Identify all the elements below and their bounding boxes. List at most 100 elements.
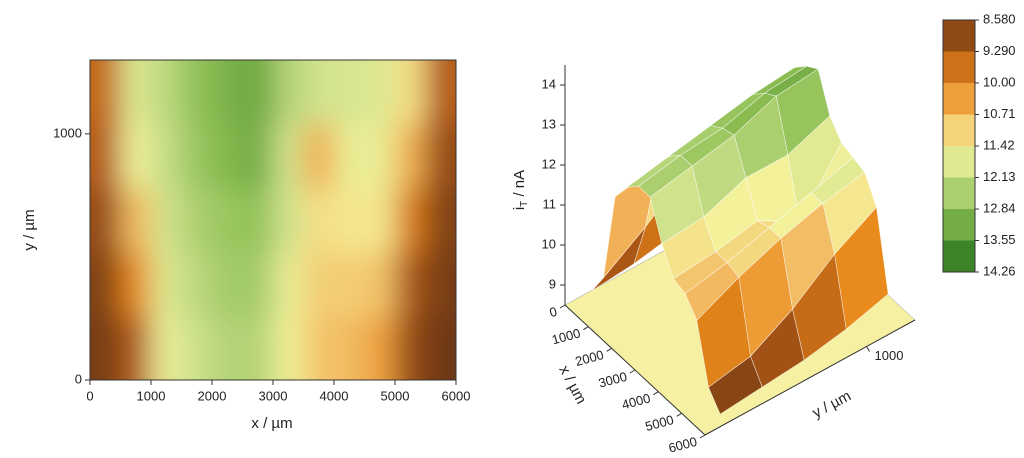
heat-cell	[364, 124, 396, 189]
heat-cell	[334, 316, 365, 380]
x-axis-label: x / µm	[251, 415, 292, 432]
heat-cell	[273, 124, 304, 189]
heat-cell	[334, 60, 365, 125]
heat-cell	[364, 316, 396, 380]
x3d-tick-label: 0	[548, 304, 559, 320]
x-tick-label: 0	[86, 388, 93, 403]
y3d-tick-label: 1000	[875, 348, 904, 363]
y-tick-label: 0	[75, 371, 82, 386]
colorbar-tick-label: 13.55	[983, 232, 1016, 247]
heat-cell	[273, 316, 304, 380]
heat-cell	[303, 316, 335, 380]
colorbar-tick-label: 10.00	[983, 74, 1016, 89]
z-tick-label: 13	[542, 116, 556, 131]
heat-cell	[120, 124, 152, 189]
heat-cell	[425, 188, 456, 253]
x3d-tick	[583, 326, 589, 331]
heat-cell	[334, 124, 365, 189]
heat-cell	[364, 60, 396, 125]
colorbar-block	[943, 240, 975, 273]
heat-cell	[212, 252, 243, 317]
x3d-tick-label: 1000	[550, 325, 582, 347]
heat-cell	[395, 316, 426, 380]
heatmap-area	[90, 60, 456, 380]
x3d-tick	[653, 391, 659, 396]
heat-cell	[273, 60, 304, 125]
x3d-tick-label: 5000	[644, 412, 676, 434]
colorbar-block	[943, 177, 975, 210]
colorbar-tick-label: 10.71	[983, 106, 1016, 121]
y-axis-label: y / µm	[21, 209, 38, 250]
x-tick-label: 6000	[442, 388, 471, 403]
z-label-main: i	[511, 207, 528, 210]
heat-cell	[120, 60, 152, 125]
colorbar-tick-label: 14.26	[983, 263, 1016, 278]
heat-cell	[120, 188, 152, 253]
y-tick-label: 1000	[53, 125, 82, 140]
heat-cell	[303, 124, 335, 189]
x3d-tick	[606, 347, 612, 352]
colorbar-block	[943, 209, 975, 241]
heat-cell	[90, 188, 121, 253]
colorbar-block	[943, 146, 975, 178]
heat-cell	[90, 60, 121, 125]
heat-cell	[181, 124, 213, 189]
heat-cell	[395, 188, 426, 253]
z-tick-label: 10	[542, 236, 556, 251]
heat-cell	[364, 252, 396, 317]
heat-cell	[425, 316, 456, 380]
y3d-axis-label: y / µm	[810, 387, 854, 421]
colorbar-tick-label: 11.42	[983, 137, 1015, 152]
heat-cell	[425, 124, 456, 189]
heat-cell	[242, 316, 274, 380]
heat-cell	[242, 60, 274, 125]
x3d-tick-label: 2000	[574, 347, 606, 369]
heat-cell	[212, 188, 243, 253]
z-tick-label: 14	[542, 76, 556, 91]
x-tick-label: 1000	[137, 388, 166, 403]
x-tick-label: 3000	[259, 388, 288, 403]
colorbar-tick-label: 12.84	[983, 200, 1016, 215]
heat-cell	[151, 124, 182, 189]
heat-cell	[273, 252, 304, 317]
x3d-tick-label: 6000	[667, 434, 699, 456]
x3d-tick-label: 4000	[620, 390, 652, 412]
heat-cell	[364, 188, 396, 253]
x3d-tick	[676, 412, 682, 417]
z-axis-label: iT / nA	[511, 170, 530, 210]
heat-cell	[212, 60, 243, 125]
heat-cell	[181, 188, 213, 253]
z-tick-label: 9	[549, 276, 556, 291]
z-tick-label: 11	[543, 196, 557, 211]
x3d-axis-label: x / µm	[555, 363, 589, 407]
heat-cell	[120, 252, 152, 317]
heat-cell	[303, 60, 335, 125]
colorbar-tick-label: 12.13	[983, 169, 1016, 184]
surface-patch	[708, 355, 763, 415]
y3d-tick	[866, 346, 870, 352]
heat-cell	[151, 188, 182, 253]
z-label-rest: / nA	[511, 170, 528, 201]
heat-cell	[395, 60, 426, 125]
heat-cell	[90, 124, 121, 189]
heat-cell	[90, 252, 121, 317]
heat-cell	[395, 124, 426, 189]
x3d-tick	[629, 369, 636, 374]
colorbar-block	[943, 114, 975, 147]
colorbar-tick-label: 8.580	[983, 11, 1016, 26]
heat-cell	[181, 316, 213, 380]
heat-cell	[151, 252, 182, 317]
z-label-sub: T	[519, 201, 530, 207]
heat-cell	[334, 252, 365, 317]
heat-cell	[242, 252, 274, 317]
x3d-tick	[559, 304, 566, 309]
heat-cell	[273, 188, 304, 253]
colorbar-block	[943, 83, 975, 115]
x-tick-label: 4000	[320, 388, 349, 403]
heat-cell	[212, 124, 243, 189]
colorbar-tick-label: 9.290	[983, 43, 1016, 58]
heat-cell	[151, 316, 182, 380]
heat-cell	[181, 60, 213, 125]
x3d-tick	[699, 434, 706, 439]
x-tick-label: 2000	[198, 388, 227, 403]
